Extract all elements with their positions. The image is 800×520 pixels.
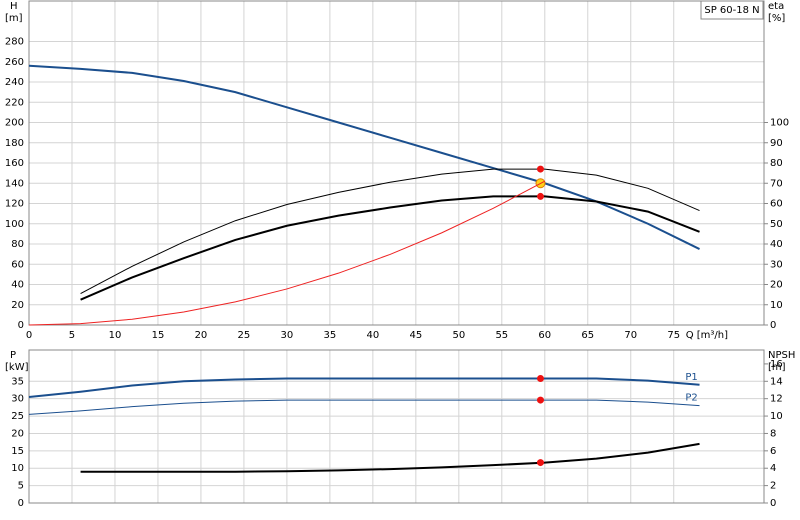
chart-title: SP 60-18 N: [704, 5, 759, 16]
duty-point: [536, 375, 544, 383]
y2-tick-label: 0: [770, 498, 776, 509]
duty-point: [536, 192, 544, 200]
y-tick-label: 80: [11, 239, 24, 250]
x-tick-label: 35: [324, 330, 337, 341]
y-tick-label: 0: [18, 320, 24, 331]
y-tick-label: 5: [18, 481, 24, 492]
x-tick-label: 50: [452, 330, 465, 341]
y-tick-label: 15: [11, 446, 24, 457]
y-axis-label: P: [10, 350, 16, 361]
x-tick-label: 30: [281, 330, 294, 341]
title-box: [700, 0, 764, 20]
series-line: [80, 442, 700, 473]
plot-frame: [28, 0, 765, 326]
y2-tick-label: 12: [770, 394, 783, 405]
y2-tick-label: 0: [770, 320, 776, 331]
y2-tick-label: 100: [770, 118, 789, 129]
duty-point: [536, 396, 544, 404]
y-tick-label: 160: [5, 158, 24, 169]
x-axis-label: Q [m³/h]: [686, 330, 728, 341]
y-tick-label: 25: [11, 411, 24, 422]
series-label: P2: [685, 393, 697, 404]
y2-tick-label: 30: [770, 259, 783, 270]
x-tick-label: 60: [538, 330, 551, 341]
y-tick-label: 220: [5, 97, 24, 108]
y-tick-label: 100: [5, 219, 24, 230]
x-tick-label: 0: [26, 330, 32, 341]
x-tick-label: 45: [409, 330, 422, 341]
series-line: [28, 377, 700, 398]
y-tick-label: 0: [18, 498, 24, 509]
y-tick-label: 140: [5, 178, 24, 189]
y-axis-label: H: [10, 1, 18, 12]
series-line: [28, 399, 700, 415]
y2-tick-label: 90: [770, 138, 783, 149]
y-tick-label: 20: [11, 428, 24, 439]
x-tick-label: 5: [69, 330, 75, 341]
y2-tick-label: 40: [770, 239, 783, 250]
x-tick-label: 25: [238, 330, 251, 341]
series-label: P1: [685, 372, 697, 383]
y-tick-label: 120: [5, 199, 24, 210]
y2-axis-unit: [%]: [768, 13, 785, 24]
y-tick-label: 60: [11, 259, 24, 270]
series-line: [28, 64, 700, 250]
y-tick-label: 35: [11, 376, 24, 387]
y-tick-label: 260: [5, 57, 24, 68]
y2-tick-label: 4: [770, 463, 776, 474]
y-tick-label: 10: [11, 463, 24, 474]
y2-tick-label: 10: [770, 411, 783, 422]
series-line: [80, 195, 700, 301]
y-axis-unit: [kW]: [5, 362, 29, 373]
y2-tick-label: 14: [770, 376, 783, 387]
duty-point: [536, 165, 544, 173]
y2-tick-label: 20: [770, 280, 783, 291]
x-tick-label: 40: [366, 330, 379, 341]
x-tick-label: 75: [667, 330, 680, 341]
y2-tick-label: 8: [770, 428, 776, 439]
y2-tick-label: 70: [770, 178, 783, 189]
y2-axis-label: NPSH: [768, 350, 795, 361]
y-axis-unit: [m]: [5, 13, 23, 24]
x-tick-label: 65: [581, 330, 594, 341]
y-tick-label: 30: [11, 394, 24, 405]
x-tick-label: 15: [152, 330, 165, 341]
y2-tick-label: 60: [770, 199, 783, 210]
x-tick-label: 55: [495, 330, 508, 341]
y-tick-label: 40: [11, 280, 24, 291]
y2-tick-label: 10: [770, 300, 783, 311]
y2-tick-label: 80: [770, 158, 783, 169]
y-tick-label: 240: [5, 77, 24, 88]
y2-axis-label: eta: [768, 1, 784, 12]
y-tick-label: 280: [5, 37, 24, 48]
x-tick-label: 70: [624, 330, 637, 341]
x-tick-label: 20: [195, 330, 208, 341]
duty-point: [536, 459, 544, 467]
x-tick-label: 10: [109, 330, 122, 341]
plot-frame: [28, 349, 765, 504]
y-tick-label: 200: [5, 118, 24, 129]
y2-tick-label: 6: [770, 446, 776, 457]
y-tick-label: 180: [5, 138, 24, 149]
y-tick-label: 20: [11, 300, 24, 311]
series-line: [80, 168, 700, 295]
y2-tick-label: 2: [770, 481, 776, 492]
y2-axis-unit: [m]: [768, 362, 786, 373]
series-line: [28, 180, 546, 326]
y2-tick-label: 50: [770, 219, 783, 230]
y2-tick-label: 16: [770, 359, 783, 370]
